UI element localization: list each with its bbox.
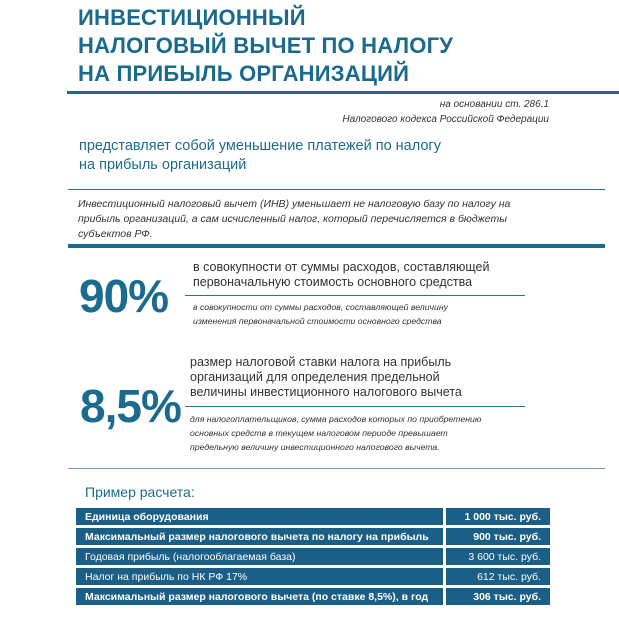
stat-90-description-line-1: в совокупности от суммы расходов, состав…	[193, 260, 490, 274]
stat-rate-note-line-3: предельную величину инвестиционного нало…	[190, 442, 440, 452]
stat-90-value: 90%	[79, 270, 169, 322]
row-label: Налог на прибыль по НК РФ 17%	[76, 568, 443, 585]
legal-basis: на основании ст. 286.1 Налогового кодекс…	[342, 97, 549, 127]
example-divider	[68, 468, 605, 469]
section-divider	[68, 244, 605, 248]
title-divider	[67, 91, 619, 94]
table-row: Годовая прибыль (налогооблагаемая база) …	[76, 548, 550, 565]
stat-rate-divider	[185, 406, 525, 407]
table-row: Максимальный размер налогового вычета по…	[76, 528, 550, 545]
stat-rate-description-line-3: величины инвестиционного налогового выче…	[190, 385, 462, 399]
row-label: Годовая прибыль (налогооблагаемая база)	[76, 548, 443, 565]
row-value: 900 тыс. руб.	[443, 528, 550, 545]
stat-90-note-line-1: в совокупности от суммы расходов, состав…	[193, 302, 448, 312]
row-label: Максимальный размер налогового вычета по…	[76, 528, 443, 545]
stat-rate-description-line-2: организаций для определения предельной	[190, 370, 440, 384]
title-line-1: ИНВЕСТИЦИОННЫЙ	[78, 5, 306, 30]
stat-rate-description: размер налоговой ставки налога на прибыл…	[190, 355, 462, 400]
calculation-table: Единица оборудования 1 000 тыс. руб. Мак…	[76, 505, 550, 608]
row-value: 612 тыс. руб.	[443, 568, 550, 585]
inv-explanation: Инвестиционный налоговый вычет (ИНВ) уме…	[78, 198, 511, 240]
row-value: 3 600 тыс. руб.	[443, 548, 550, 565]
stat-rate-note-line-2: основных средств в текущем налоговом пер…	[190, 428, 448, 438]
table-row: Максимальный размер налогового вычета (п…	[76, 588, 550, 605]
row-label: Максимальный размер налогового вычета (п…	[76, 588, 443, 605]
stat-rate-note-line-1: для налогоплательщиков, сумма расходов к…	[190, 414, 482, 424]
row-label: Единица оборудования	[76, 508, 443, 525]
title-line-2: НАЛОГОВЫЙ ВЫЧЕТ ПО НАЛОГУ	[78, 33, 454, 58]
definition-line-1: представляет собой уменьшение платежей п…	[79, 138, 441, 154]
stat-rate-value: 8,5%	[80, 380, 182, 432]
definition-text: представляет собой уменьшение платежей п…	[79, 137, 549, 175]
legal-basis-line-2: Налогового кодекса Российской Федерации	[342, 114, 549, 125]
stat-90-description: в совокупности от суммы расходов, состав…	[193, 260, 489, 290]
stat-90-note-line-2: изменения первоначальной стоимости основ…	[193, 316, 442, 326]
stat-90-description-line-2: первоначальную стоимость основного средс…	[193, 275, 473, 289]
stat-rate-description-line-1: размер налоговой ставки налога на прибыл…	[190, 355, 452, 369]
example-title: Пример расчета:	[85, 484, 195, 500]
stat-90-divider	[185, 295, 525, 296]
legal-basis-line-1: на основании ст. 286.1	[439, 99, 549, 110]
title-line-3: НА ПРИБЫЛЬ ОРГАНИЗАЦИЙ	[78, 61, 410, 86]
definition-line-2: на прибыль организаций	[79, 157, 247, 173]
definition-divider	[68, 189, 605, 190]
page-title: ИНВЕСТИЦИОННЫЙ НАЛОГОВЫЙ ВЫЧЕТ ПО НАЛОГУ…	[78, 4, 598, 88]
stat-90-note: в совокупности от суммы расходов, состав…	[193, 300, 448, 328]
table-row: Налог на прибыль по НК РФ 17% 612 тыс. р…	[76, 568, 550, 585]
row-value: 1 000 тыс. руб.	[443, 508, 550, 525]
stat-rate-note: для налогоплательщиков, сумма расходов к…	[190, 412, 481, 454]
table-row: Единица оборудования 1 000 тыс. руб.	[76, 508, 550, 525]
row-value: 306 тыс. руб.	[443, 588, 550, 605]
